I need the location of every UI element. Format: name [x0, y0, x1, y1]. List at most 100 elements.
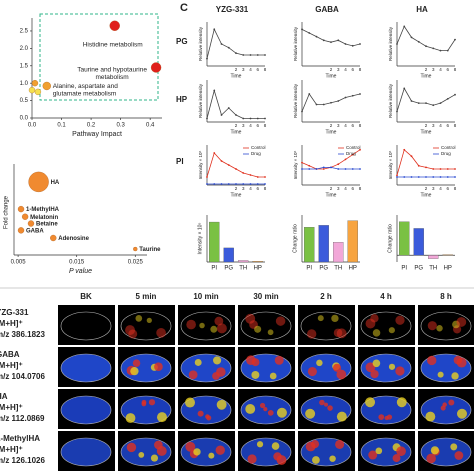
hotspot: [305, 408, 316, 419]
y-axis-label: Intensity × 10⁵: [198, 150, 203, 179]
point-label: Melatonin: [30, 214, 58, 220]
x-axis-label: Time: [421, 73, 432, 79]
line-point: [308, 32, 311, 34]
column-header: BK: [80, 292, 92, 301]
x-tick-label: 0.0: [28, 123, 37, 129]
tissue: [60, 437, 112, 467]
bar: [238, 260, 249, 263]
hotspot: [335, 439, 345, 450]
hotspot: [193, 448, 201, 456]
y-axis-label: Intensity × 10⁵: [388, 150, 393, 179]
line-point: [410, 176, 413, 178]
bubble: [17, 227, 25, 234]
hotspot: [365, 397, 376, 408]
point-label: Taurine and hypotaurine metabolism: [77, 66, 147, 80]
row-ion: [M+H]⁺: [0, 319, 23, 328]
x-tick-label: 0.015: [69, 260, 85, 266]
hotspot: [156, 446, 167, 456]
y-tick-label: 1.5: [20, 63, 29, 69]
x-tick-label: 4: [439, 123, 442, 128]
hotspot: [212, 372, 220, 380]
line-point: [344, 158, 347, 161]
y-axis-label: Relative intensity: [293, 26, 298, 61]
bar: [333, 242, 344, 263]
bubble: [17, 205, 25, 213]
hotspot: [395, 315, 405, 325]
point: [34, 88, 42, 96]
line-point: [446, 176, 449, 178]
image-cell: [118, 305, 175, 345]
point-label: HA: [51, 179, 60, 185]
hotspot: [148, 399, 156, 406]
line-point: [249, 54, 252, 56]
line-point: [351, 44, 354, 47]
line-point: [454, 38, 456, 41]
hotspot: [437, 371, 444, 378]
tissue: [300, 311, 352, 341]
x-tick-label: 8: [454, 186, 457, 191]
line-point: [264, 54, 266, 56]
line-point: [213, 89, 216, 92]
image-cell: [418, 305, 474, 345]
hotspot: [305, 441, 316, 452]
line-point: [220, 160, 223, 162]
tissue: [240, 311, 292, 341]
hotspot: [440, 405, 446, 411]
x-tick-label: 0.005: [11, 260, 27, 266]
column-header: 8 h: [440, 292, 452, 301]
tissue: [120, 311, 172, 341]
x-axis-label: Time: [231, 129, 242, 135]
x-axis-label: Time: [231, 73, 242, 79]
hotspot: [251, 370, 260, 379]
x-tick-label: TH: [334, 266, 342, 272]
x-axis-label: Time: [326, 192, 337, 198]
hotspot: [216, 399, 227, 410]
line-point: [425, 102, 427, 104]
x-tick-label: 2: [330, 67, 333, 72]
tissue: [60, 311, 112, 341]
hotspot: [245, 404, 256, 414]
line-point: [256, 176, 259, 178]
hotspot: [125, 325, 136, 336]
bubble: [21, 213, 29, 220]
line-point: [425, 166, 427, 169]
line-point: [337, 39, 340, 42]
hotspot: [454, 451, 464, 460]
y-tick-label: 2.0: [20, 46, 29, 52]
line-point: [425, 45, 427, 48]
x-tick-label: 2: [235, 186, 238, 191]
panel-label: C: [180, 2, 188, 14]
line-point: [227, 107, 230, 109]
line-point: [256, 183, 259, 185]
y-tick-label: 0.0: [20, 116, 29, 122]
y-axis-label: Intensity × 10⁵: [197, 223, 203, 255]
x-tick-label: TH: [239, 266, 247, 272]
line-point: [235, 114, 237, 116]
bubble: [50, 234, 57, 242]
line-point: [439, 49, 442, 52]
line-point: [315, 168, 318, 170]
column-header: 5 min: [136, 292, 157, 301]
line-point: [227, 164, 230, 166]
line-point: [206, 183, 208, 185]
hotspot: [205, 414, 210, 419]
x-axis-label: Pathway Impact: [72, 131, 122, 138]
hotspot: [276, 407, 287, 418]
hotspot: [375, 447, 383, 455]
bar: [428, 255, 439, 259]
line-point: [337, 163, 340, 166]
hotspot: [146, 317, 152, 323]
column-header: 10 min: [193, 292, 218, 301]
x-tick-label: 2: [425, 67, 428, 72]
point-label: 1-MethylHA: [26, 207, 60, 213]
x-tick-label: PI: [211, 266, 217, 272]
tissue: [420, 311, 472, 341]
line-point: [344, 168, 347, 170]
line-point: [417, 102, 420, 104]
x-tick-label: 3: [242, 186, 245, 191]
bar: [209, 221, 220, 263]
hotspot: [263, 406, 268, 412]
row-mz: m/z 112.0869: [0, 414, 45, 423]
